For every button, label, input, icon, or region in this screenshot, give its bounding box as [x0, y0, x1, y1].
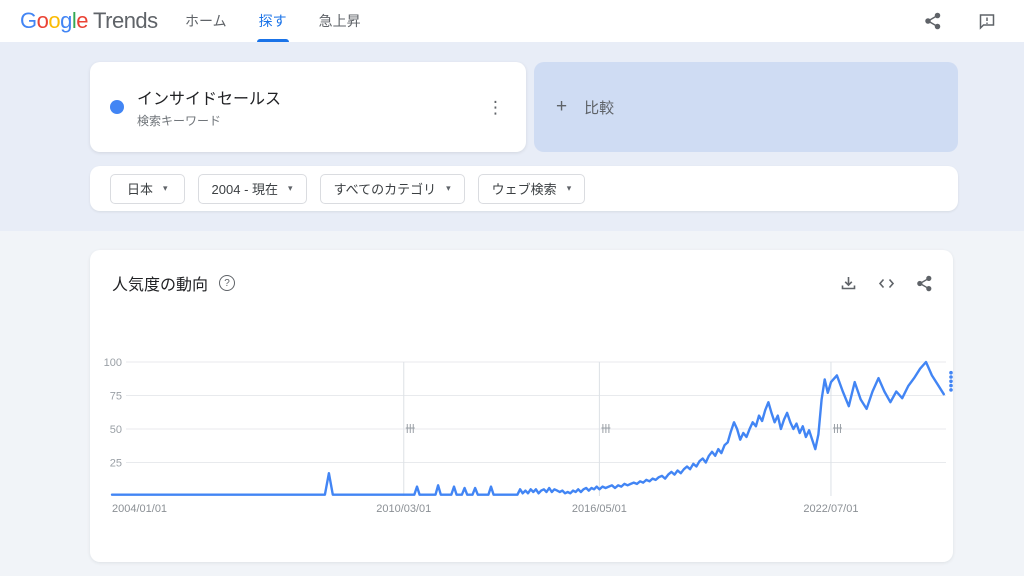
trend-line-chart[interactable]: 25 50 75 100 2004/01/01 2010/03/01 2016/05/01 2…	[98, 354, 954, 526]
tab-explore[interactable]: 探す	[256, 0, 289, 42]
share-icon[interactable]	[916, 275, 933, 292]
kebab-menu-icon[interactable]: ⋮	[487, 97, 504, 117]
search-header-band: インサイドセールス 検索キーワード ⋮ + 比較 日本 ▾ 2004 - 現在 …	[0, 42, 1024, 231]
chevron-down-icon: ▾	[566, 183, 572, 193]
chevron-down-icon: ▾	[446, 183, 451, 193]
main-content: 人気度の動向 ?	[0, 231, 1024, 576]
svg-text:2010/03/01: 2010/03/01	[376, 503, 431, 515]
filter-bar: 日本 ▾ 2004 - 現在 ▾ すべてのカテゴリ ▾ ウェブ検索 ▾	[90, 166, 958, 211]
trends-logo-text: Trends	[93, 8, 158, 33]
nav-tabs: ホーム 探す 急上昇	[183, 0, 363, 42]
chevron-down-icon: ▾	[288, 183, 293, 193]
google-logo-text: Google	[20, 8, 89, 33]
svg-text:75: 75	[110, 391, 122, 403]
svg-text:50: 50	[110, 424, 122, 436]
feedback-icon[interactable]	[978, 12, 996, 30]
query-type-label: 検索キーワード	[137, 114, 222, 128]
tab-home[interactable]: ホーム	[185, 13, 227, 29]
chart-title: 人気度の動向	[112, 277, 209, 294]
svg-text:2004/01/01: 2004/01/01	[112, 503, 167, 515]
interest-over-time-card: 人気度の動向 ?	[90, 250, 953, 562]
query-term-card[interactable]: インサイドセールス 検索キーワード ⋮	[90, 62, 526, 152]
download-icon[interactable]	[840, 275, 857, 292]
chevron-down-icon: ▾	[163, 183, 168, 193]
time-range-filter-dropdown[interactable]: 2004 - 現在 ▾	[197, 173, 307, 204]
svg-text:100: 100	[104, 357, 122, 369]
series-color-dot	[110, 100, 124, 114]
category-filter-dropdown[interactable]: すべてのカテゴリ ▾	[319, 173, 465, 204]
top-navigation-bar: Google Trends ホーム 探す 急上昇	[0, 0, 1024, 42]
compare-label: 比較	[584, 99, 615, 117]
svg-text:2016/05/01: 2016/05/01	[572, 503, 627, 515]
region-filter-dropdown[interactable]: 日本 ▾	[110, 173, 185, 204]
plus-icon: +	[556, 96, 568, 117]
svg-text:25: 25	[110, 458, 122, 470]
embed-icon[interactable]	[878, 275, 895, 292]
share-icon[interactable]	[924, 12, 942, 30]
search-type-filter-dropdown[interactable]: ウェブ検索 ▾	[477, 173, 586, 204]
google-trends-logo[interactable]: Google Trends	[20, 0, 158, 42]
tab-trending[interactable]: 急上昇	[318, 13, 361, 29]
query-term-label: インサイドセールス	[137, 91, 282, 108]
add-comparison-button[interactable]: + 比較	[534, 62, 958, 152]
help-icon[interactable]: ?	[219, 275, 236, 291]
svg-text:2022/07/01: 2022/07/01	[803, 503, 858, 515]
